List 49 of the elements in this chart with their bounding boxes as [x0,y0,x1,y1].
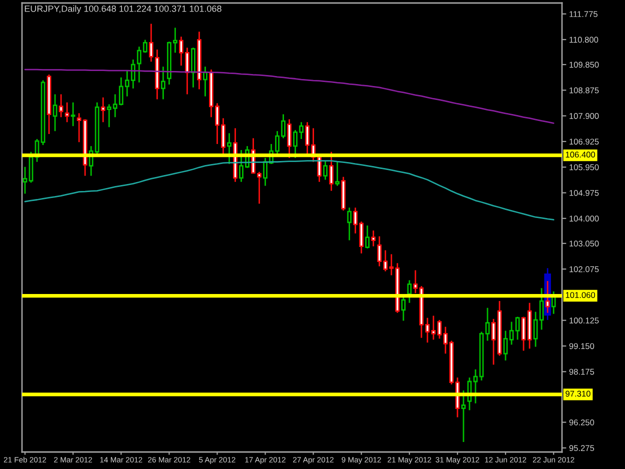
candlestick [287,118,292,159]
candlestick [64,102,70,123]
candlestick [503,330,508,362]
candlestick [323,160,328,180]
candlestick [431,315,436,340]
y-tick-label: 107.900 [570,113,599,119]
candlestick [425,317,430,344]
ref-line-label: 101.060 [566,292,596,298]
chart-title: EURJPY,Daily 100.648 101.224 100.371 101.068 [24,5,222,14]
ref-line-label: 106.400 [566,152,596,158]
candlestick [100,96,106,123]
candlestick [347,206,352,241]
y-tick-label: 105.950 [570,164,599,170]
candlestick [485,307,490,342]
y-tick-label: 109.850 [570,62,599,68]
candlestick [227,132,232,165]
candlestick [52,94,58,132]
y-tick-label: 100.125 [570,318,599,324]
y-tick-label: 104.000 [570,216,599,222]
candlestick [443,326,448,354]
candlestick [491,318,496,366]
candlestick [473,368,478,404]
y-tick-label: 96.250 [569,419,594,426]
y-tick-label: 106.925 [570,138,599,145]
candlestick [515,316,520,340]
candlestick [461,390,466,443]
y-tick-label: 110.800 [570,36,598,43]
candlestick [365,224,370,250]
y-tick-label: 99.150 [569,343,594,350]
candlestick [437,319,442,340]
candlestick [160,66,166,100]
y-tick-label: 103.050 [570,240,599,247]
candlestick [28,151,34,184]
y-tick-label: 102.075 [570,266,599,272]
candlestick [371,230,376,247]
candlestick [190,47,196,88]
candlestick [329,151,334,192]
ref-line-label: 97.310 [566,390,590,397]
y-tick-label: 95.275 [569,445,594,452]
y-tick-label: 98.175 [569,368,594,375]
candlestick [22,166,28,194]
candlestick [58,94,64,118]
candlestick [401,295,406,322]
y-tick-label: 111.775 [570,11,598,18]
candlestick [509,321,514,346]
y-tick-label: 108.875 [570,87,599,94]
y-tick-label: 104.975 [570,190,599,196]
candlestick [70,102,76,127]
candlestick [335,161,340,187]
